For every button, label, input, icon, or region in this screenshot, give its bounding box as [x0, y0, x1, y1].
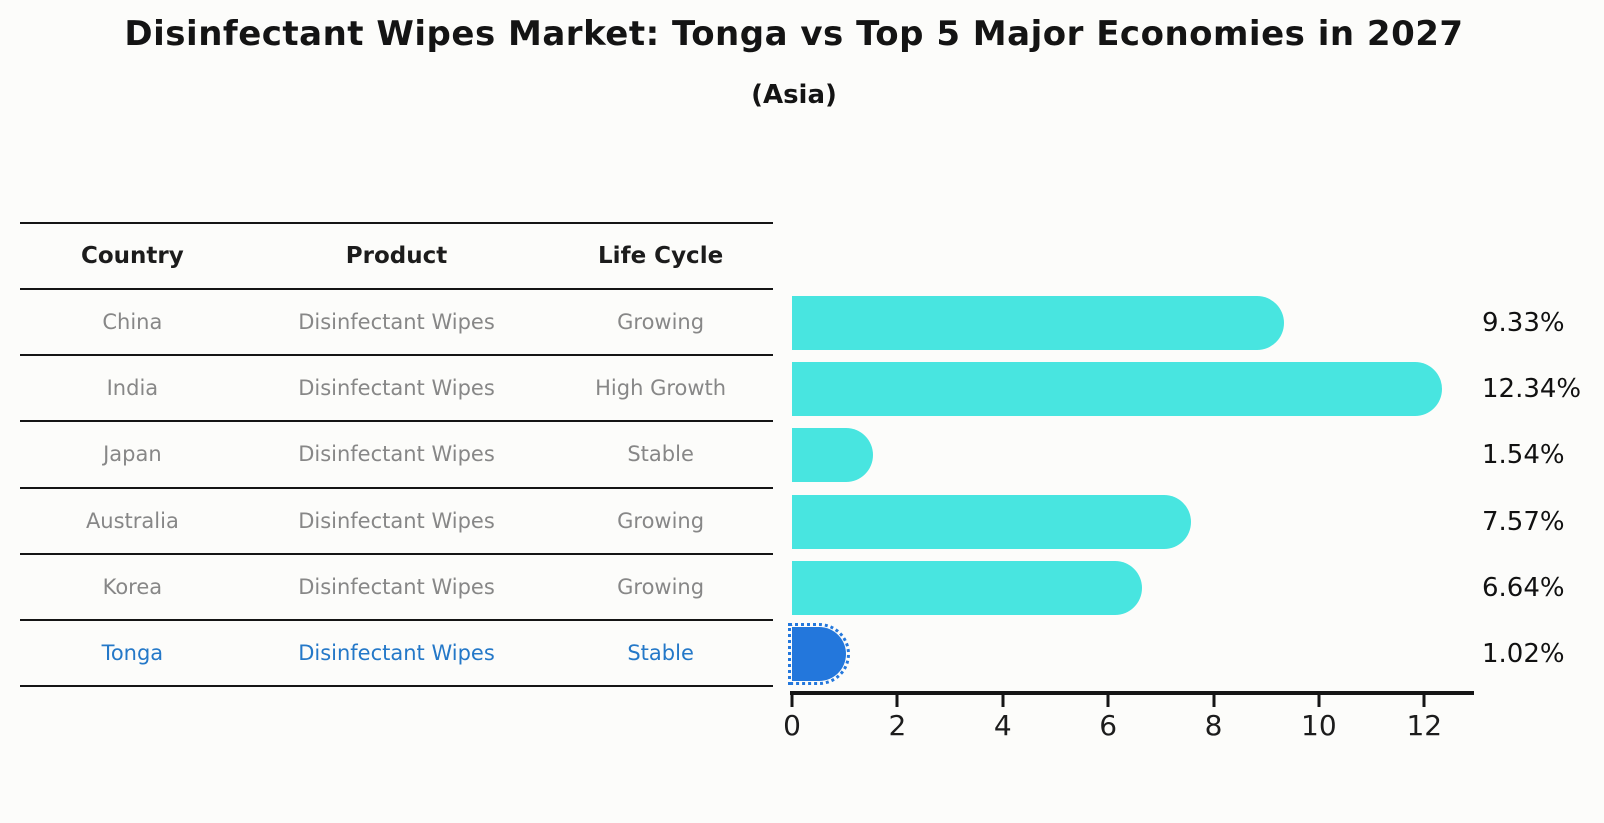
bar-value-label: 1.54% — [1482, 440, 1565, 471]
bar-row-korea: 6.64% — [792, 555, 1565, 621]
cell-product: Disinfectant Wipes — [298, 442, 495, 467]
x-tick-mark — [895, 695, 899, 707]
bar-row-japan: 1.54% — [792, 422, 1565, 488]
cell-life-cycle: Growing — [617, 508, 705, 533]
bar-value-label: 7.57% — [1482, 506, 1565, 537]
cell-product: Disinfectant Wipes — [298, 376, 495, 401]
x-axis-line — [790, 691, 1474, 695]
cell-country: Australia — [85, 508, 179, 533]
bar-value-label: 9.33% — [1482, 308, 1565, 338]
x-tick-mark — [1422, 695, 1426, 707]
bar-row-china: 9.33% — [792, 290, 1565, 356]
x-tick-label: 0 — [783, 709, 801, 742]
x-tick-label: 2 — [888, 709, 907, 742]
bar-row-tonga: 1.02% — [788, 621, 1565, 687]
table-row-china: China Disinfectant Wipes Growing — [20, 290, 773, 357]
cell-product: Disinfectant Wipes — [298, 310, 495, 335]
header-country: Country — [81, 243, 184, 269]
x-tick-mark — [1106, 695, 1110, 707]
bar-chart-plot-area: 9.33% 12.34% 1.54% 7.57% 6.64% 1.02% — [788, 290, 1581, 687]
x-axis: 0 2 4 6 8 10 12 — [783, 691, 1474, 742]
table-row-tonga: Tonga Disinfectant Wipes Stable — [20, 621, 773, 688]
cell-life-cycle: Growing — [617, 310, 705, 335]
x-tick-mark — [1212, 695, 1215, 707]
x-tick-label: 4 — [993, 709, 1012, 742]
bar-japan — [792, 428, 874, 483]
header-product: Product — [345, 243, 448, 269]
bar-china — [792, 296, 1284, 350]
x-tick-mark — [1001, 695, 1005, 707]
bar-row-india: 12.34% — [792, 356, 1581, 422]
cell-country: India — [106, 376, 159, 401]
cell-country: Tonga — [101, 641, 164, 666]
cell-life-cycle: High Growth — [595, 376, 727, 401]
table-row-india: India Disinfectant Wipes High Growth — [20, 356, 773, 423]
bar-value-label: 12.34% — [1482, 374, 1582, 405]
x-tick-label: 6 — [1099, 709, 1118, 742]
table-row-japan: Japan Disinfectant Wipes Stable — [20, 422, 773, 489]
table-header-row: Country Product Life Cycle — [20, 222, 773, 290]
x-tick-label: 8 — [1204, 709, 1223, 742]
cell-product: Disinfectant Wipes — [298, 508, 495, 533]
cell-country: Japan — [103, 442, 162, 467]
bar-value-label: 6.64% — [1482, 572, 1565, 603]
header-life-cycle: Life Cycle — [598, 243, 724, 269]
bar-india — [792, 362, 1443, 417]
bar-value-label: 1.02% — [1482, 638, 1565, 669]
x-tick-label: 12 — [1406, 709, 1443, 742]
cell-country: Korea — [102, 574, 163, 599]
x-tick-label: 10 — [1301, 709, 1337, 742]
comparison-table: Country Product Life Cycle China Disinfe… — [20, 222, 773, 688]
x-tick-mark — [790, 695, 794, 707]
chart-title: Disinfectant Wipes Market: Tonga vs Top … — [124, 14, 1464, 54]
table-row-australia: Australia Disinfectant Wipes Growing — [20, 489, 773, 555]
cell-life-cycle: Stable — [627, 442, 694, 467]
x-tick-mark — [1317, 695, 1321, 707]
cell-life-cycle: Stable — [627, 641, 694, 666]
cell-product: Disinfectant Wipes — [298, 574, 495, 599]
cell-product: Disinfectant Wipes — [298, 641, 495, 666]
table-row-korea: Korea Disinfectant Wipes Growing — [20, 555, 773, 621]
bar-row-australia: 7.57% — [792, 489, 1565, 555]
chart-subtitle: (Asia) — [751, 80, 837, 110]
cell-country: China — [102, 310, 163, 335]
bar-australia — [792, 494, 1191, 549]
cell-life-cycle: Growing — [617, 574, 705, 599]
bar-korea — [792, 560, 1142, 615]
bar-tonga-highlighted — [788, 622, 850, 685]
